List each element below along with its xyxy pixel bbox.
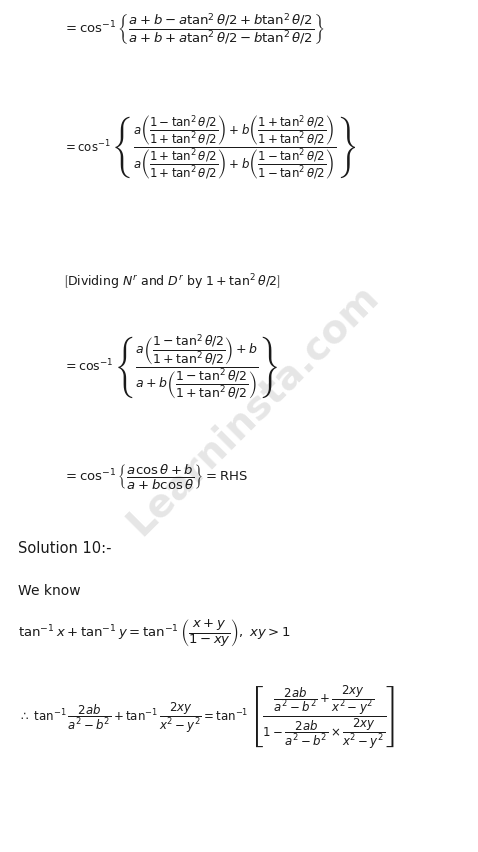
Text: Solution 10:-: Solution 10:-	[18, 541, 111, 556]
Text: $\therefore\ \tan^{-1}\dfrac{2ab}{a^2-b^2} + \tan^{-1}\dfrac{2xy}{x^2-y^2} = \ta: $\therefore\ \tan^{-1}\dfrac{2ab}{a^2-b^…	[18, 683, 395, 751]
Text: Learninsta.com: Learninsta.com	[120, 276, 385, 542]
Text: $= \cos^{-1}\left\{\dfrac{a\left(\dfrac{1-\tan^2\theta/2}{1+\tan^2\theta/2}\righ: $= \cos^{-1}\left\{\dfrac{a\left(\dfrac{…	[63, 113, 356, 182]
Text: $\tan^{-1}x + \tan^{-1}y = \tan^{-1}\left(\dfrac{x+y}{1-xy}\right),\ xy > 1$: $\tan^{-1}x + \tan^{-1}y = \tan^{-1}\lef…	[18, 617, 291, 648]
Text: $= \cos^{-1}\left\{\dfrac{a\left(\dfrac{1-\tan^2\theta/2}{1+\tan^2\theta/2}\righ: $= \cos^{-1}\left\{\dfrac{a\left(\dfrac{…	[63, 332, 278, 401]
Text: $= \cos^{-1}\left\{\dfrac{a\cos\theta+b}{a+b\cos\theta}\right\} = \text{RHS}$: $= \cos^{-1}\left\{\dfrac{a\cos\theta+b}…	[63, 462, 248, 491]
Text: We know: We know	[18, 584, 80, 597]
Text: $= \cos^{-1}\left\{\dfrac{a+b-a\tan^2\theta/2 + b\tan^2\theta/2}{a+b+a\tan^2\the: $= \cos^{-1}\left\{\dfrac{a+b-a\tan^2\th…	[63, 12, 325, 47]
Text: $\left[\text{Dividing } N^r \text{ and } D^r \text{ by } 1+\tan^2\theta/2\right]: $\left[\text{Dividing } N^r \text{ and }…	[63, 273, 281, 292]
